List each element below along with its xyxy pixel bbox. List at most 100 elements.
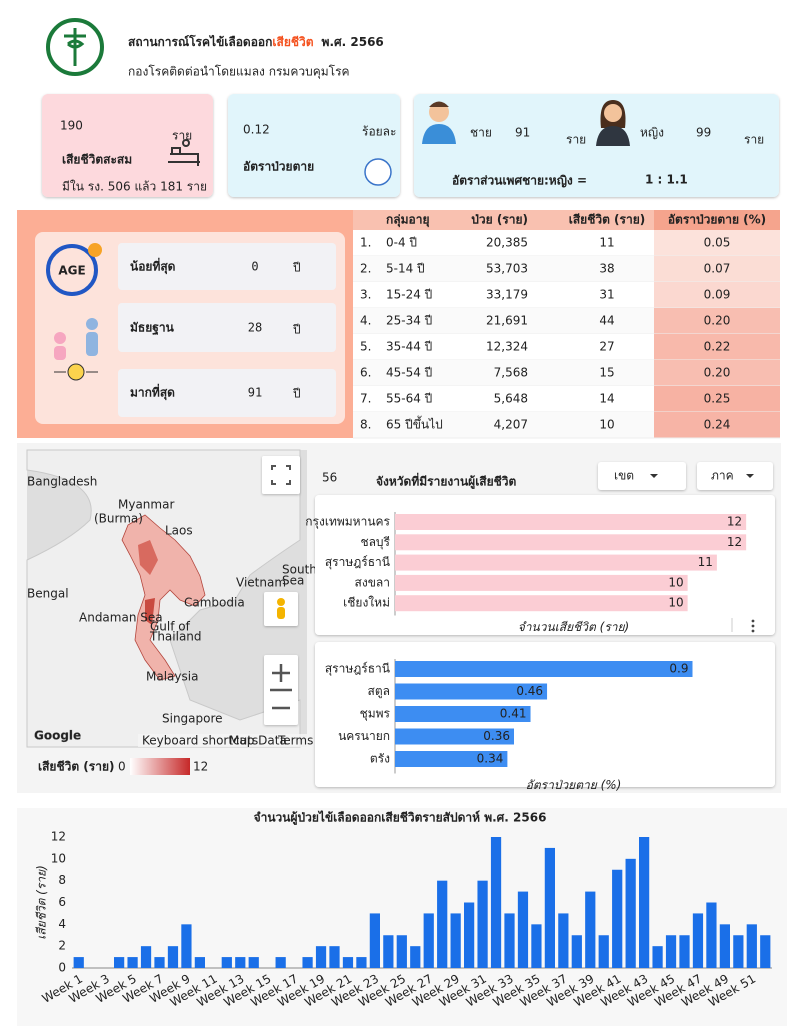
zoom-control[interactable] <box>264 655 298 725</box>
map-attribution[interactable]: Terms <box>277 734 313 748</box>
table-cell: 5-14 ปี <box>386 262 425 276</box>
table-cell: 15 <box>599 366 614 380</box>
bar <box>395 706 531 722</box>
table-cell: 6. <box>360 366 371 380</box>
bar <box>383 935 394 968</box>
map-label: Bengal <box>27 587 69 601</box>
map-attribution[interactable]: Map Data <box>229 734 287 748</box>
table-row <box>353 334 654 360</box>
bar <box>517 891 529 968</box>
table-row <box>353 360 654 386</box>
female-icon <box>596 100 630 146</box>
bar <box>665 935 677 968</box>
bar <box>248 957 259 968</box>
cfr-cell <box>654 412 780 438</box>
table-header-cell: เสียชีวิต (ราย) <box>569 213 646 227</box>
map-label: Malaysia <box>146 670 198 684</box>
table-cell: 0.07 <box>704 262 731 276</box>
bar <box>612 869 623 968</box>
bar <box>395 661 693 677</box>
cfr-cell <box>654 256 780 282</box>
cfr-label: อัตราป่วยตาย <box>243 160 314 174</box>
fullscreen-button[interactable] <box>262 456 300 494</box>
deaths-label: เสียชีวิตสะสม <box>62 153 132 167</box>
table-cell: 5,648 <box>494 392 528 406</box>
bar <box>167 946 179 968</box>
y-tick-label: กรุงเทพมหานคร <box>305 515 390 530</box>
map-attribution[interactable]: Keyboard shortcuts <box>142 734 258 748</box>
bar <box>598 935 609 968</box>
table-cell: 15-24 ปี <box>386 288 432 302</box>
title: สถานการณ์โรคไข้เลือดออกเสียชีวิต พ.ศ. 256… <box>128 34 384 49</box>
data-label: 11 <box>698 555 713 569</box>
table-cell: 12,324 <box>486 340 528 354</box>
bar <box>477 880 488 968</box>
province-title: จังหวัดที่มีรายงานผู้เสียชีวิต <box>376 473 517 490</box>
chart-panel <box>315 642 775 787</box>
cfr-unit: ร้อยละ <box>362 125 396 139</box>
bar <box>395 574 688 591</box>
age-min-value: 0 <box>251 260 258 274</box>
bar <box>692 913 704 968</box>
age-max-unit: ปี <box>292 387 300 401</box>
bar <box>73 957 84 968</box>
map-legend-max: 12 <box>193 760 208 774</box>
data-label: 0.46 <box>516 684 543 698</box>
map-label: Singapore <box>162 712 223 726</box>
table-cell: 33,179 <box>486 288 528 302</box>
table-cell: 0.22 <box>704 340 731 354</box>
bar <box>329 946 340 968</box>
card-cfr <box>228 94 400 197</box>
age-median-label: มัธยฐาน <box>130 321 175 336</box>
age-icon <box>46 244 98 296</box>
map-label: Bangladesh <box>27 475 97 489</box>
map-label: Andaman Sea <box>79 611 163 625</box>
filter-dropdown[interactable]: เขต <box>598 462 686 490</box>
bar <box>395 751 508 767</box>
table-cell: 3. <box>360 288 371 302</box>
deaths-value: 190 <box>60 119 83 133</box>
filter-dropdown[interactable]: ภาค <box>697 462 773 490</box>
cfr-cell <box>654 360 780 386</box>
filter-label: เขต <box>614 469 634 483</box>
chart-menu[interactable] <box>731 618 755 633</box>
male-unit: ราย <box>566 133 586 147</box>
bar <box>450 913 461 968</box>
table-cell: 21,691 <box>486 314 528 328</box>
table-cell: 53,703 <box>486 262 528 276</box>
y-tick-label: เชียงใหม่ <box>343 596 390 610</box>
age-max-panel <box>118 369 336 417</box>
bar <box>544 847 555 968</box>
pegman-button[interactable] <box>264 592 298 626</box>
age-median-value: 28 <box>248 321 262 335</box>
cfr-cell <box>654 308 780 334</box>
bar <box>315 946 327 968</box>
bar <box>395 683 548 700</box>
bar <box>746 924 757 968</box>
bar <box>342 957 354 968</box>
deaths-note: มีใน รง. 506 แล้ว 181 ราย <box>62 180 207 194</box>
table-cell: 4,207 <box>494 418 528 432</box>
data-label: 0.36 <box>483 729 510 743</box>
map-label: Cambodia <box>184 596 245 610</box>
table-header-cell: อัตราป่วยตาย (%) <box>668 213 766 227</box>
bar <box>706 902 717 968</box>
bar <box>585 891 596 968</box>
bar <box>558 913 569 968</box>
bar <box>679 935 690 968</box>
cfr-value: 0.12 <box>243 123 270 137</box>
y-tick-label: สตูล <box>368 684 390 699</box>
ratio-label: อัตราส่วนเพศชาย:หญิง = <box>452 174 587 188</box>
age-median-unit: ปี <box>292 323 300 337</box>
y-tick-label: 4 <box>58 917 66 931</box>
data-label: 12 <box>727 535 742 549</box>
data-label: 10 <box>668 575 683 589</box>
chart-title: จำนวนผู้ป่วยไข้เลือดออกเสียชีวิตรายสัปดา… <box>254 810 547 826</box>
map-label: (Burma) <box>94 512 143 526</box>
bar <box>369 913 380 968</box>
cfr-icon <box>364 158 392 186</box>
y-tick-label: สุราษฎร์ธานี <box>325 555 390 570</box>
bar <box>571 935 582 968</box>
male-label: ชาย <box>470 126 492 140</box>
